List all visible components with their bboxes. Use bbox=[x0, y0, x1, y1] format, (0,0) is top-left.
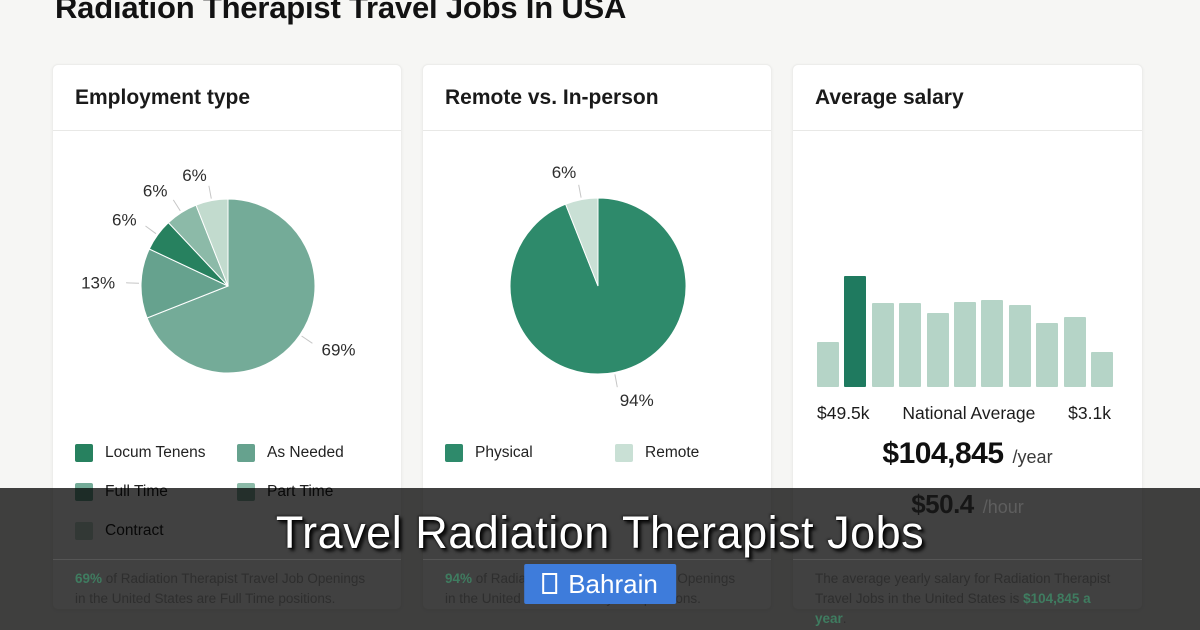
page-title: Radiation Therapist Travel Jobs In USA bbox=[55, 0, 627, 25]
legend-item-remote: Remote bbox=[615, 444, 699, 462]
remote-footer-highlight: 94% bbox=[445, 571, 473, 586]
remote-card-header: Remote vs. In-person bbox=[423, 65, 771, 131]
yearly-salary-row: $104,845 /year bbox=[793, 437, 1142, 471]
salary-bar bbox=[1063, 317, 1086, 387]
bahrain-button-label: Bahrain bbox=[568, 568, 658, 599]
pie-label-leader-line bbox=[208, 185, 212, 199]
salary-axis-label-min: $49.5k bbox=[817, 403, 870, 423]
salary-axis-label-max: $3.1k bbox=[1068, 403, 1111, 423]
pie-percent-label: 13% bbox=[81, 274, 115, 293]
remote-pie-chart: 94% 6% bbox=[509, 163, 687, 410]
pie-slice-physical bbox=[509, 197, 687, 375]
employment-card-title: Employment type bbox=[75, 85, 251, 109]
legend-swatch bbox=[75, 444, 93, 462]
pie-percent-label: 6% bbox=[112, 211, 137, 230]
yearly-salary-unit: /year bbox=[1012, 447, 1053, 467]
salary-bar bbox=[1036, 322, 1059, 387]
hourly-salary-row: $50.4 /hour bbox=[793, 489, 1142, 520]
legend-item-locum-tenens: Locum Tenens bbox=[75, 444, 206, 462]
pie-label-leader-line bbox=[578, 184, 582, 198]
employment-card-footer: 69% of Radiation Therapist Travel Job Op… bbox=[53, 559, 401, 609]
salary-bar bbox=[1090, 351, 1113, 387]
pie-slice-contract bbox=[195, 198, 229, 287]
missing-flag-glyph-icon bbox=[542, 572, 558, 594]
average-salary-card: Average salary $49.5k National Average $… bbox=[792, 64, 1143, 626]
salary-footer-text: The average yearly salary for Radiation … bbox=[815, 569, 1120, 629]
pie-percent-label: 94% bbox=[620, 391, 654, 410]
hourly-salary-value: $50.4 bbox=[911, 489, 974, 519]
legend-swatch bbox=[615, 444, 633, 462]
salary-bar bbox=[899, 302, 922, 387]
hourly-salary-unit: /hour bbox=[982, 497, 1024, 517]
legend-item-physical: Physical bbox=[445, 444, 533, 462]
remote-card-title: Remote vs. In-person bbox=[445, 85, 659, 109]
salary-bar bbox=[926, 312, 949, 387]
overlay-title: Travel Radiation Therapist Jobs bbox=[275, 507, 925, 558]
pie-slice-full-time bbox=[146, 198, 316, 374]
salary-axis-labels: $49.5k National Average $3.1k bbox=[817, 403, 1111, 424]
salary-bar bbox=[871, 302, 894, 387]
legend-label: Locum Tenens bbox=[105, 444, 206, 461]
yearly-salary-value: $104,845 bbox=[882, 437, 1004, 470]
salary-bar bbox=[953, 301, 976, 387]
salary-axis-label-center: National Average bbox=[902, 403, 1036, 423]
salary-footer-suffix: . bbox=[842, 611, 847, 626]
salary-bar-highlight bbox=[844, 276, 867, 387]
employment-pie-chart: 69% 13% 6% 6% 6% bbox=[81, 166, 356, 374]
legend-label: Remote bbox=[645, 444, 700, 461]
salary-bar bbox=[981, 300, 1004, 387]
legend-swatch bbox=[237, 444, 255, 462]
salary-bar bbox=[1008, 304, 1031, 387]
bahrain-button[interactable]: Bahrain bbox=[524, 564, 676, 604]
pie-percent-label: 6% bbox=[552, 163, 577, 182]
salary-footer-body: The average yearly salary for Radiation … bbox=[815, 571, 1111, 606]
pie-percent-label: 69% bbox=[322, 341, 356, 360]
pie-percent-label: 6% bbox=[182, 166, 207, 185]
legend-label: As Needed bbox=[267, 444, 344, 461]
salary-card-footer: The average yearly salary for Radiation … bbox=[793, 559, 1142, 626]
pie-label-leader-line bbox=[301, 335, 313, 344]
legend-swatch bbox=[445, 444, 463, 462]
salary-footer-highlight: $104,845 a year bbox=[815, 591, 1091, 626]
salary-card-header: Average salary bbox=[793, 65, 1142, 131]
pie-label-leader-line bbox=[614, 374, 618, 388]
employment-footer-text: 69% of Radiation Therapist Travel Job Op… bbox=[75, 569, 379, 609]
pie-slice-remote bbox=[564, 197, 599, 287]
pie-label-leader-line bbox=[145, 225, 157, 235]
salary-card-title: Average salary bbox=[815, 85, 964, 109]
employment-card-header: Employment type bbox=[53, 65, 401, 131]
salary-bar bbox=[817, 341, 839, 387]
pie-slice-as-needed bbox=[140, 248, 230, 319]
legend-label: Physical bbox=[475, 444, 533, 461]
pie-percent-label: 6% bbox=[143, 182, 168, 201]
employment-footer-highlight: 69% bbox=[75, 571, 103, 586]
pie-slice-part-time bbox=[167, 204, 229, 287]
employment-footer-body: of Radiation Therapist Travel Job Openin… bbox=[75, 571, 366, 606]
pie-label-leader-line bbox=[172, 199, 181, 212]
salary-bar-chart bbox=[817, 276, 1113, 387]
pie-slice-locum-tenens bbox=[148, 221, 229, 287]
legend-item-as-needed: As Needed bbox=[237, 444, 344, 462]
